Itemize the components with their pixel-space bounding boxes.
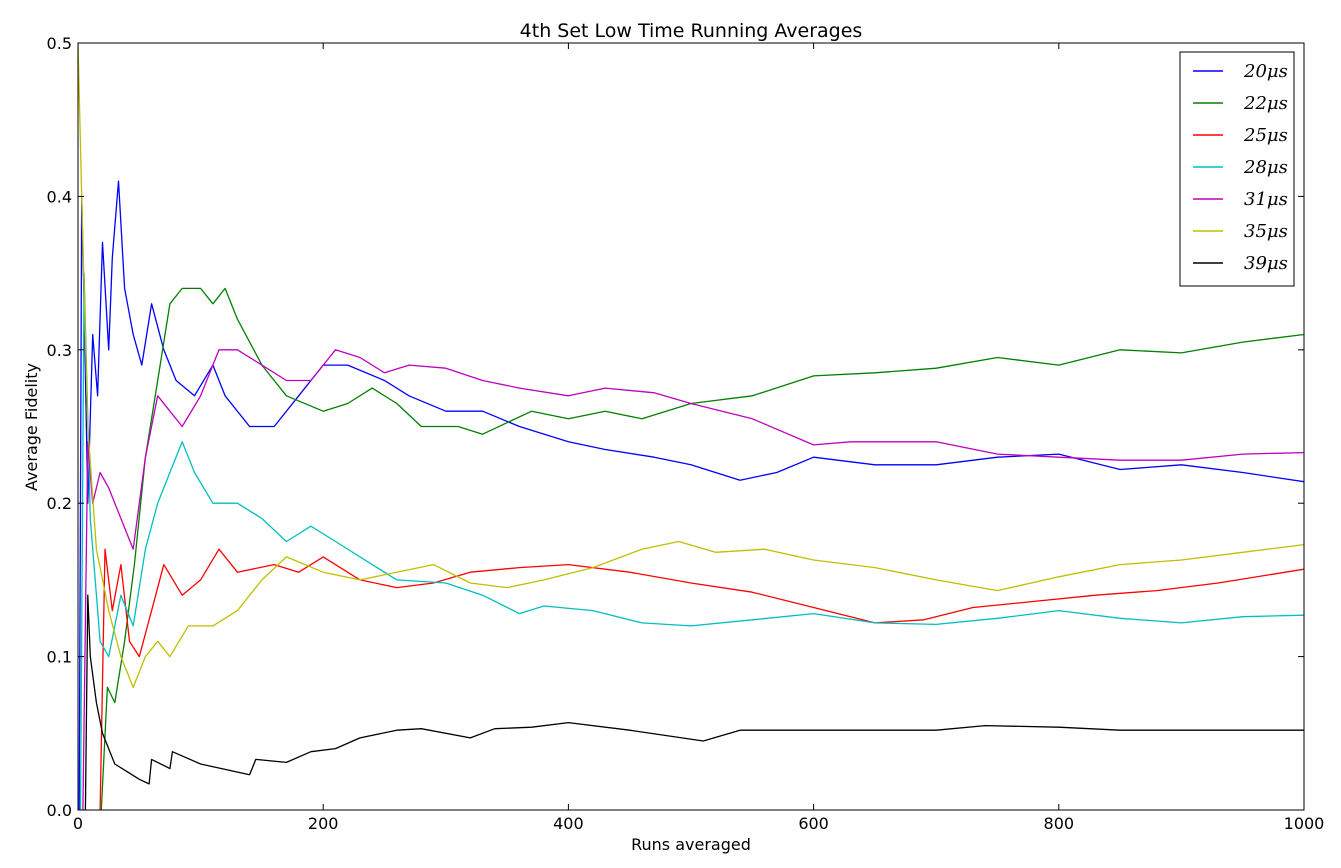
x-tick-label: 0 <box>73 814 83 833</box>
series-line-5 <box>78 43 1304 688</box>
legend-label: 20μs <box>1243 61 1288 82</box>
series-line-6 <box>84 594 1304 810</box>
legend-box <box>1179 51 1295 287</box>
y-tick-label: 0.0 <box>47 801 72 820</box>
series-line-1 <box>100 287 1304 810</box>
legend-label: 25μs <box>1243 125 1288 146</box>
legend-label: 39μs <box>1244 253 1288 274</box>
legend: 20μs 22μs 25μs 28μs 31μs 35μs 39μs <box>1179 51 1295 287</box>
legend-label: 22μs <box>1243 93 1288 114</box>
x-tick-label: 400 <box>553 814 584 833</box>
y-tick-label: 0.5 <box>47 34 72 53</box>
y-tick-label: 0.4 <box>47 187 72 206</box>
legend-label: 35μs <box>1244 221 1288 242</box>
series-line-2 <box>99 548 1304 810</box>
x-tick-label: 1000 <box>1284 814 1325 833</box>
y-axis-label: Average Fidelity <box>22 363 41 491</box>
y-tick-label: 0.3 <box>47 341 72 360</box>
plot-frame <box>77 42 1305 811</box>
y-tick-label: 0.2 <box>47 494 72 513</box>
series-line-3 <box>79 272 1304 810</box>
plot-area <box>78 43 1304 810</box>
series-line-0 <box>78 180 1304 810</box>
x-tick-label: 200 <box>308 814 339 833</box>
x-axis-label: Runs averaged <box>631 835 751 854</box>
axis-ticks: 0 200 400 600 800 1000 0.0 0.1 0.2 0.3 0.4 0.5 <box>47 34 1325 833</box>
x-tick-label: 600 <box>798 814 829 833</box>
x-tick-label: 800 <box>1044 814 1075 833</box>
legend-label: 31μs <box>1244 189 1288 210</box>
series-line-4 <box>82 349 1304 810</box>
y-tick-label: 0.1 <box>47 648 72 667</box>
chart-title: 4th Set Low Time Running Averages <box>520 20 863 42</box>
legend-label: 28μs <box>1243 157 1288 178</box>
